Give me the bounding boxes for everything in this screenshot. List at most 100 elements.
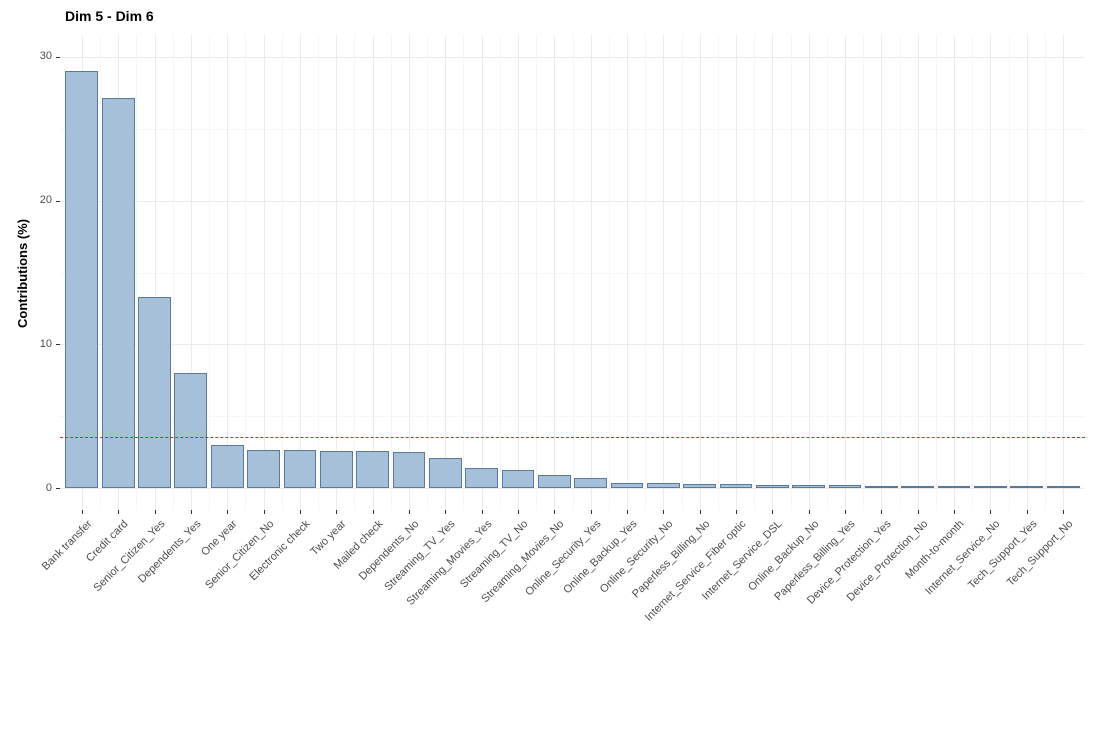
grid-line-v-minor <box>391 35 392 510</box>
y-axis-title: Contributions (%) <box>15 218 30 327</box>
grid-line-v <box>591 35 592 510</box>
grid-line-v-minor <box>863 35 864 510</box>
bar <box>865 486 898 489</box>
grid-line-v-minor <box>500 35 501 510</box>
y-tick-label: 20 <box>12 194 52 206</box>
bar <box>611 483 644 488</box>
bar <box>538 475 571 488</box>
x-tick-mark <box>954 510 955 514</box>
x-tick-mark <box>155 510 156 514</box>
bar <box>429 458 462 488</box>
grid-line-v <box>627 35 628 510</box>
grid-line-v <box>881 35 882 510</box>
bar <box>320 451 353 488</box>
bar <box>65 71 98 488</box>
grid-line-v <box>700 35 701 510</box>
grid-line-v <box>554 35 555 510</box>
bar <box>647 483 680 488</box>
bar <box>502 470 535 489</box>
grid-line-v-minor <box>754 35 755 510</box>
x-tick-mark <box>300 510 301 514</box>
y-tick-mark <box>56 344 60 345</box>
x-tick-mark <box>881 510 882 514</box>
grid-line-v <box>482 35 483 510</box>
y-tick-label: 30 <box>12 50 52 62</box>
grid-line-v <box>300 35 301 510</box>
grid-line-v-minor <box>245 35 246 510</box>
grid-line-v-minor <box>827 35 828 510</box>
x-tick-mark <box>445 510 446 514</box>
grid-line-v <box>373 35 374 510</box>
bar <box>174 373 207 488</box>
bar <box>1010 486 1043 488</box>
bar <box>211 445 244 488</box>
x-tick-mark <box>809 510 810 514</box>
grid-line-v <box>1063 35 1064 510</box>
grid-line-v-minor <box>573 35 574 510</box>
grid-line-v <box>663 35 664 510</box>
y-tick-label: 10 <box>12 338 52 350</box>
y-tick-mark <box>56 57 60 58</box>
grid-line-v <box>409 35 410 510</box>
grid-line-v-minor <box>536 35 537 510</box>
plot-area <box>60 35 1085 510</box>
grid-line-v-minor <box>609 35 610 510</box>
grid-line-v <box>1027 35 1028 510</box>
bar <box>938 486 971 488</box>
x-tick-mark <box>518 510 519 514</box>
grid-line-v-minor <box>463 35 464 510</box>
grid-line-v <box>227 35 228 510</box>
chart-container: Dim 5 - Dim 6 Contributions (%) Bank tra… <box>0 0 1100 700</box>
x-tick-mark <box>627 510 628 514</box>
x-tick-mark <box>591 510 592 514</box>
grid-line-v-minor <box>282 35 283 510</box>
grid-line-v-minor <box>936 35 937 510</box>
grid-line-v-minor <box>1045 35 1046 510</box>
reference-line <box>60 437 1085 438</box>
bar <box>901 486 934 488</box>
grid-line-v-minor <box>209 35 210 510</box>
grid-line-v <box>772 35 773 510</box>
grid-line-v-minor <box>645 35 646 510</box>
bar <box>1047 486 1080 488</box>
bar <box>974 486 1007 488</box>
x-tick-mark <box>1063 510 1064 514</box>
bar <box>829 485 862 488</box>
bar <box>720 484 753 488</box>
grid-line-v <box>809 35 810 510</box>
x-tick-mark <box>336 510 337 514</box>
grid-line-v <box>918 35 919 510</box>
bar <box>247 450 280 489</box>
grid-line-v <box>990 35 991 510</box>
bar <box>138 297 171 488</box>
bar <box>756 485 789 489</box>
y-tick-mark <box>56 201 60 202</box>
x-tick-mark <box>554 510 555 514</box>
grid-line-v-minor <box>682 35 683 510</box>
grid-line-v-minor <box>354 35 355 510</box>
x-tick-mark <box>82 510 83 514</box>
grid-line-v <box>445 35 446 510</box>
grid-line-v <box>954 35 955 510</box>
x-tick-mark <box>482 510 483 514</box>
bar <box>284 450 317 489</box>
x-tick-mark <box>700 510 701 514</box>
bar <box>356 451 389 488</box>
x-tick-mark <box>918 510 919 514</box>
x-tick-mark <box>1027 510 1028 514</box>
grid-line-v <box>336 35 337 510</box>
bar <box>574 478 607 488</box>
bar <box>792 485 825 488</box>
grid-line-v-minor <box>318 35 319 510</box>
x-tick-mark <box>736 510 737 514</box>
grid-line-v-minor <box>718 35 719 510</box>
grid-line-v <box>736 35 737 510</box>
bar <box>465 468 498 488</box>
x-tick-mark <box>373 510 374 514</box>
grid-line-v-minor <box>972 35 973 510</box>
grid-line-v <box>845 35 846 510</box>
bar <box>393 452 426 488</box>
grid-line-v <box>518 35 519 510</box>
x-tick-mark <box>772 510 773 514</box>
grid-line-v-minor <box>791 35 792 510</box>
